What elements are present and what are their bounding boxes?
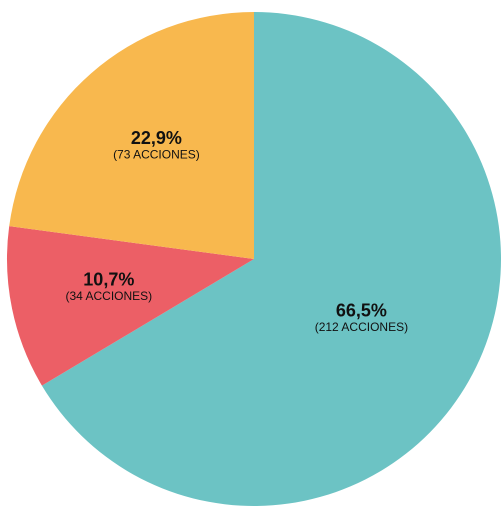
pie-slice [9, 12, 254, 259]
slice-count-label: (212 ACCIONES) [315, 320, 408, 334]
slice-percent-label: 66,5% [336, 301, 387, 321]
pie-slice [6, 226, 254, 386]
slice-percent-label: 22,9% [131, 128, 182, 148]
slice-percent-label: 10,7% [83, 270, 134, 290]
slice-count-label: (73 ACCIONES) [113, 148, 200, 162]
slice-count-label: (34 ACCIONES) [65, 289, 152, 303]
pie-slice [41, 12, 501, 506]
